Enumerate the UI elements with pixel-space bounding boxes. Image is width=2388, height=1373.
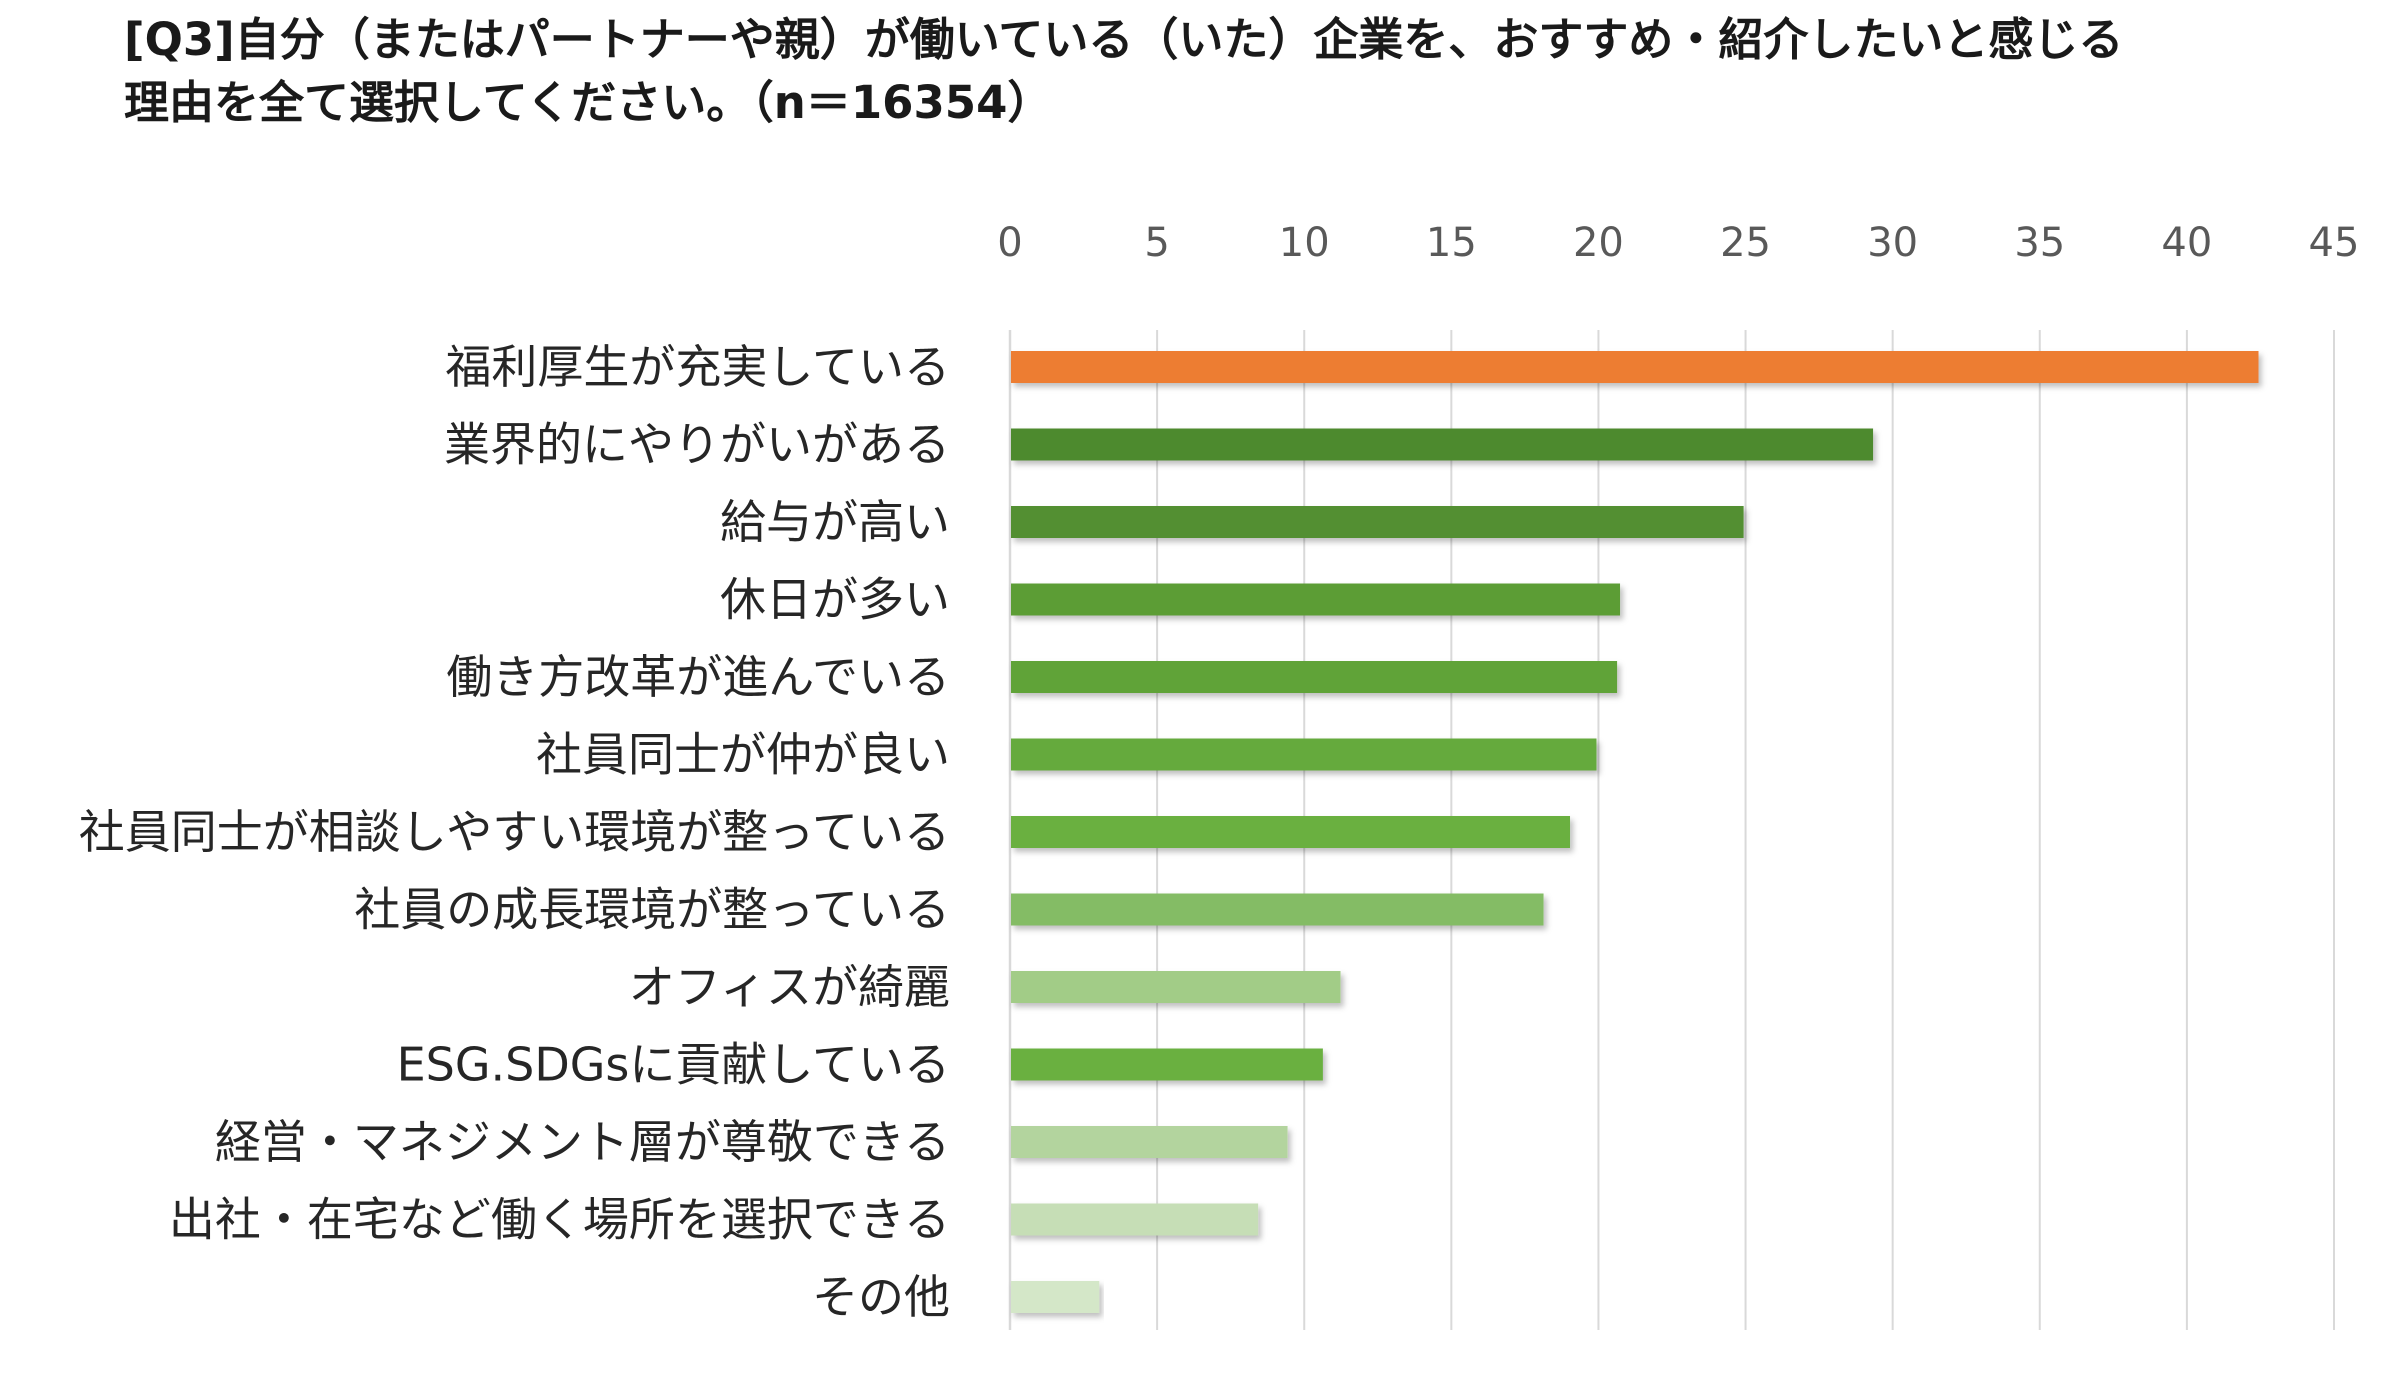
chart-title-line-1: [Q3]自分（またはパートナーや親）が働いている（いた）企業を、おすすめ・紹介し…	[124, 13, 2124, 66]
bar-2	[1011, 428, 1874, 461]
bar-7	[1011, 816, 1571, 848]
category-label-1: 福利厚生が充実している	[445, 340, 950, 394]
bar-5	[1011, 661, 1618, 693]
bar-4	[1011, 583, 1621, 616]
category-label-11: 経営・マネジメント層が尊敬できる	[215, 1115, 950, 1169]
bar-9	[1011, 971, 1341, 1003]
category-label-10: ESG.SDGsに貢献している	[397, 1038, 950, 1092]
chart-title: [Q3]自分（またはパートナーや親）が働いている（いた）企業を、おすすめ・紹介し…	[124, 8, 2354, 134]
gridlines	[1008, 330, 2335, 1330]
category-label-2: 業界的にやりがいがある	[444, 418, 950, 472]
category-label-5: 働き方改革が進んでいる	[446, 650, 950, 704]
x-tick-label-0: 0	[997, 220, 1022, 266]
category-label-13: その他	[812, 1270, 950, 1324]
bars	[1011, 351, 2259, 1313]
x-tick-label-5: 5	[1144, 220, 1169, 266]
x-tick-label-40: 40	[2161, 220, 2212, 266]
bar-12	[1011, 1203, 1259, 1236]
x-tick-label-15: 15	[1426, 220, 1477, 266]
bar-3	[1011, 506, 1744, 538]
bar-1	[1011, 351, 2259, 383]
category-label-6: 社員同士が仲が良い	[536, 728, 950, 782]
x-tick-label-20: 20	[1573, 220, 1624, 266]
x-tick-label-45: 45	[2309, 220, 2360, 266]
bar-8	[1011, 893, 1544, 926]
x-tick-label-35: 35	[2014, 220, 2065, 266]
bar-10	[1011, 1048, 1323, 1081]
category-label-3: 給与が高い	[720, 495, 950, 549]
x-tick-label-10: 10	[1279, 220, 1330, 266]
category-label-4: 休日が多い	[720, 573, 950, 627]
bar-11	[1011, 1126, 1288, 1158]
category-label-8: 社員の成長環境が整っている	[354, 883, 950, 937]
bar-13	[1011, 1281, 1100, 1313]
category-label-7: 社員同士が相談しやすい環境が整っている	[79, 805, 950, 859]
x-tick-label-25: 25	[1720, 220, 1771, 266]
category-label-9: オフィスが綺麗	[629, 960, 950, 1014]
category-label-12: 出社・在宅など働く場所を選択できる	[169, 1193, 950, 1247]
chart-title-line-2: 理由を全て選択してください。（n＝16354）	[124, 76, 1053, 129]
category-labels: 福利厚生が充実している業界的にやりがいがある給与が高い休日が多い働き方改革が進ん…	[79, 340, 950, 1324]
x-tick-label-30: 30	[1867, 220, 1918, 266]
bar-6	[1011, 738, 1597, 771]
x-axis-ticks: 0 5 10 15 20 25 30 35 40 45	[997, 220, 2359, 266]
